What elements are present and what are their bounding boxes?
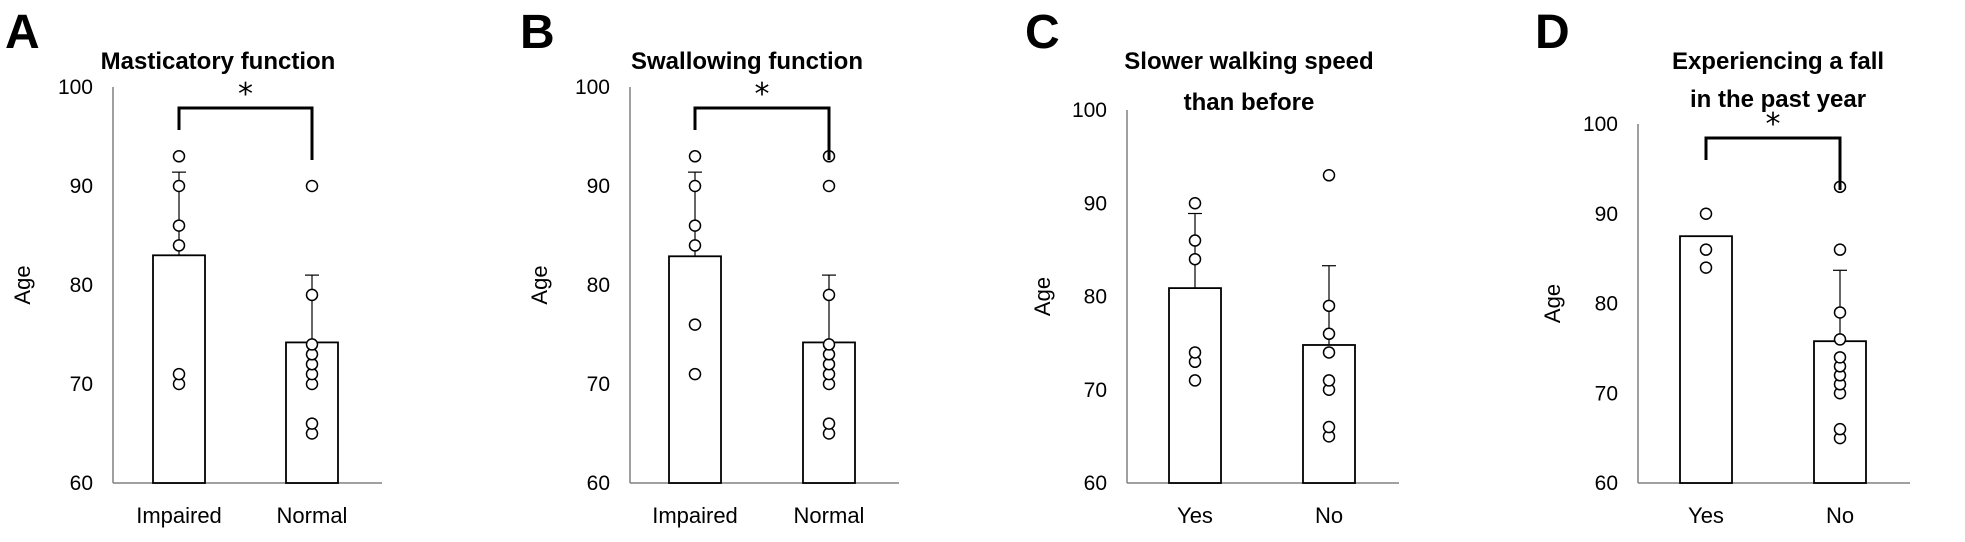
chart-title: Swallowing function bbox=[631, 48, 863, 75]
y-tick-label: 70 bbox=[70, 373, 93, 396]
bar bbox=[1302, 344, 1356, 484]
data-point bbox=[305, 179, 319, 193]
significance-bracket bbox=[1704, 136, 1842, 190]
chart-title: Slower walking speed bbox=[1124, 48, 1373, 75]
y-tick-label: 100 bbox=[1072, 99, 1107, 122]
y-tick-label: 60 bbox=[587, 472, 610, 495]
panel-b: B Swallowing function 60 70 80 90 100 Age Impair… bbox=[520, 6, 899, 528]
data-point bbox=[1699, 243, 1713, 256]
category-label: No bbox=[1315, 503, 1343, 528]
y-tick-label: 90 bbox=[70, 175, 93, 198]
category-label: Yes bbox=[1177, 503, 1213, 528]
y-tick-label: 60 bbox=[1595, 472, 1618, 495]
data-point bbox=[172, 367, 186, 381]
y-tick-label: 70 bbox=[1595, 382, 1618, 405]
panel-letter: C bbox=[1025, 6, 1060, 59]
category-label: Impaired bbox=[652, 503, 738, 528]
chart-title: Experiencing a fall bbox=[1672, 48, 1884, 75]
data-point bbox=[1699, 207, 1713, 220]
y-tick-label: 100 bbox=[1583, 113, 1618, 136]
y-tick-label: 80 bbox=[1595, 293, 1618, 316]
data-point bbox=[822, 417, 836, 430]
data-point bbox=[1188, 346, 1202, 359]
data-point bbox=[1188, 252, 1202, 266]
data-point bbox=[822, 338, 836, 351]
category-label: Normal bbox=[277, 503, 348, 528]
category-label: Impaired bbox=[136, 503, 222, 528]
data-point bbox=[1322, 169, 1336, 182]
significance-mark: * bbox=[755, 77, 770, 112]
panel-a: A Masticatory function 60 70 80 90 100 Age Impai… bbox=[5, 6, 382, 528]
panel-letter: D bbox=[1535, 6, 1570, 59]
significance-mark: * bbox=[238, 77, 253, 112]
y-tick-label: 80 bbox=[1084, 286, 1107, 309]
data-point bbox=[1833, 351, 1847, 364]
data-point bbox=[172, 150, 186, 163]
data-point bbox=[1188, 234, 1202, 247]
y-tick-label: 90 bbox=[587, 175, 610, 198]
y-axis-title: Age bbox=[1030, 277, 1055, 316]
panel-c: C Slower walking speed than before 60 70 80 90… bbox=[1025, 6, 1399, 528]
data-point bbox=[172, 239, 186, 252]
data-point bbox=[822, 288, 836, 302]
bar bbox=[1679, 235, 1733, 484]
data-point bbox=[688, 239, 702, 252]
data-point bbox=[822, 179, 836, 193]
data-point bbox=[1188, 374, 1202, 387]
y-axis-title: Age bbox=[527, 265, 552, 304]
data-point bbox=[1833, 243, 1847, 256]
data-point bbox=[1699, 261, 1713, 274]
data-point bbox=[1322, 299, 1336, 313]
panel-letter: A bbox=[5, 6, 40, 59]
data-point bbox=[305, 288, 319, 302]
y-tick-label: 90 bbox=[1595, 203, 1618, 226]
data-point bbox=[1322, 346, 1336, 359]
significance-bracket bbox=[693, 106, 831, 160]
data-point bbox=[1188, 197, 1202, 210]
category-label: Yes bbox=[1688, 503, 1724, 528]
data-point bbox=[688, 318, 702, 331]
data-point bbox=[688, 179, 702, 193]
data-point bbox=[172, 219, 186, 232]
chart-title: than before bbox=[1184, 89, 1315, 116]
y-tick-label: 90 bbox=[1084, 192, 1107, 215]
y-tick-label: 80 bbox=[70, 274, 93, 297]
chart-title: in the past year bbox=[1690, 86, 1866, 113]
data-point bbox=[1322, 327, 1336, 341]
data-point bbox=[1322, 374, 1336, 387]
y-tick-label: 60 bbox=[1084, 472, 1107, 495]
panel-letter: B bbox=[520, 6, 555, 59]
y-axis-title: Age bbox=[10, 265, 35, 304]
y-axis-title: Age bbox=[1540, 284, 1565, 323]
data-point bbox=[305, 417, 319, 430]
data-point bbox=[305, 338, 319, 351]
y-tick-label: 80 bbox=[587, 274, 610, 297]
data-point bbox=[688, 367, 702, 381]
category-label: No bbox=[1826, 503, 1854, 528]
y-tick-label: 100 bbox=[58, 76, 93, 99]
y-tick-label: 60 bbox=[70, 472, 93, 495]
y-tick-label: 70 bbox=[1084, 379, 1107, 402]
panel-d: D Experiencing a fall in the past year 60 70… bbox=[1535, 6, 1910, 528]
data-point bbox=[1322, 420, 1336, 434]
category-label: Normal bbox=[794, 503, 865, 528]
significance-mark: * bbox=[1766, 107, 1781, 142]
data-point bbox=[1833, 333, 1847, 346]
data-point bbox=[688, 219, 702, 232]
data-point bbox=[1833, 306, 1847, 319]
chart-title: Masticatory function bbox=[101, 48, 336, 75]
significance-bracket bbox=[177, 106, 314, 160]
y-tick-label: 100 bbox=[575, 76, 610, 99]
data-point bbox=[1833, 422, 1847, 436]
y-tick-label: 70 bbox=[587, 373, 610, 396]
data-point bbox=[172, 179, 186, 193]
data-point bbox=[688, 150, 702, 163]
